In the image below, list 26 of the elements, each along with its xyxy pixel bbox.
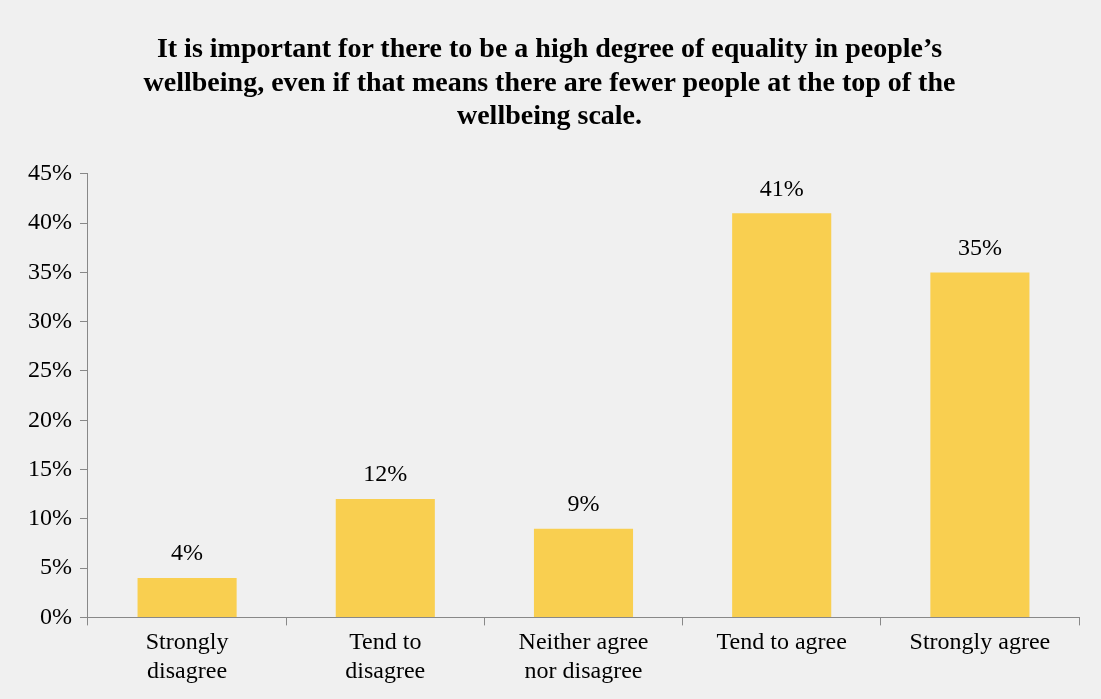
bar xyxy=(137,577,237,617)
y-tick-label: 15% xyxy=(27,454,72,481)
bar xyxy=(930,272,1030,617)
y-tick-label: 5% xyxy=(39,553,72,580)
data-label: 9% xyxy=(567,489,600,516)
y-tick-label: 25% xyxy=(27,356,72,383)
bar xyxy=(335,499,435,617)
x-tick-label: Strongly disagree xyxy=(145,628,229,683)
x-tick-label: Strongly agree xyxy=(909,628,1051,655)
data-label: 35% xyxy=(957,233,1002,260)
y-tick-label: 35% xyxy=(27,257,72,284)
y-tick-label: 30% xyxy=(27,306,72,333)
y-tick-label: 0% xyxy=(39,602,72,629)
bar xyxy=(732,213,832,617)
data-label: 4% xyxy=(171,539,204,566)
x-tick-label: Neither agree nor disagree xyxy=(518,628,649,683)
y-tick-label: 45% xyxy=(27,159,72,186)
data-label: 12% xyxy=(363,460,408,487)
data-label: 41% xyxy=(759,174,804,201)
x-tick-label: Tend to disagree xyxy=(345,628,426,683)
chart-title: It is important for there to be a high degree of equality in people’s wellbeing, even if that means there are fewer people at the top of the wellbeing scale. xyxy=(143,32,956,131)
y-tick-label: 20% xyxy=(27,405,72,432)
y-tick-label: 40% xyxy=(27,208,72,235)
bar xyxy=(533,528,634,617)
y-tick-label: 10% xyxy=(27,504,72,531)
x-tick-label: Tend to agree xyxy=(716,628,847,655)
